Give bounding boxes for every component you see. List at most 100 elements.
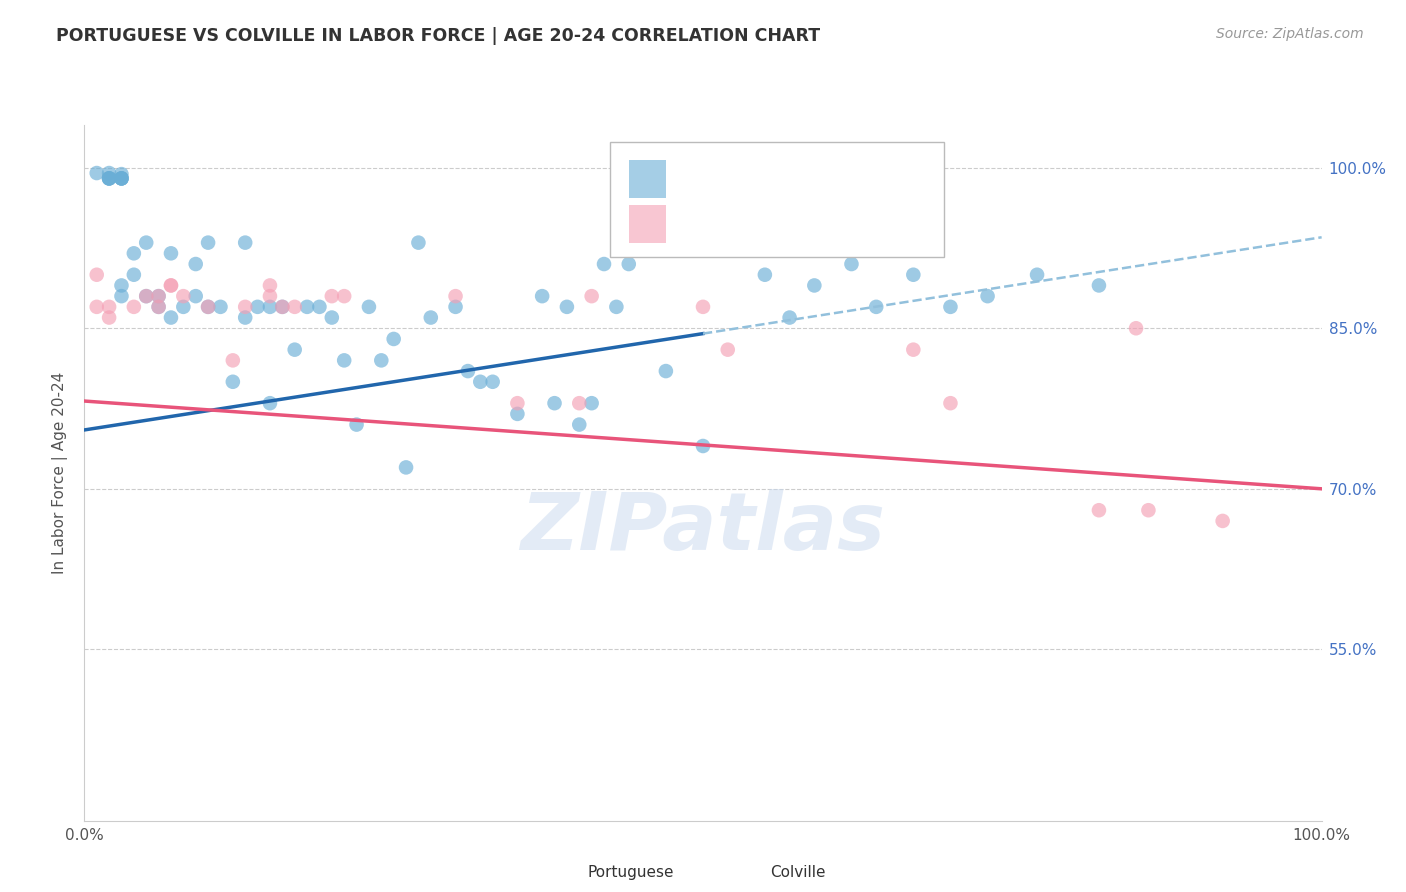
Point: [470, 375, 492, 389]
Point: [86, 300, 108, 314]
Point: [259, 396, 281, 410]
Point: [98, 171, 121, 186]
Point: [98, 300, 121, 314]
Text: ZIPatlas: ZIPatlas: [520, 490, 886, 567]
Point: [1212, 514, 1234, 528]
Point: [605, 300, 627, 314]
Point: [233, 235, 256, 250]
Point: [506, 407, 529, 421]
Point: [444, 300, 467, 314]
Point: [197, 300, 219, 314]
Point: [160, 278, 183, 293]
Point: [841, 257, 863, 271]
Point: [148, 300, 170, 314]
Point: [209, 300, 232, 314]
Point: [110, 278, 132, 293]
FancyBboxPatch shape: [628, 205, 666, 244]
Point: [110, 171, 132, 186]
Point: [98, 171, 121, 186]
Point: [98, 166, 121, 180]
Point: [86, 268, 108, 282]
Point: [98, 171, 121, 186]
Point: [172, 289, 194, 303]
Point: [135, 289, 157, 303]
Point: [481, 375, 503, 389]
Y-axis label: In Labor Force | Age 20-24: In Labor Force | Age 20-24: [52, 372, 69, 574]
Point: [1125, 321, 1147, 335]
Point: [259, 278, 281, 293]
Point: [172, 300, 194, 314]
Point: [246, 300, 269, 314]
Point: [1088, 278, 1111, 293]
Point: [98, 310, 121, 325]
Point: [271, 300, 294, 314]
Point: [259, 300, 281, 314]
Point: [333, 353, 356, 368]
Point: [148, 289, 170, 303]
Point: [581, 289, 603, 303]
Point: [346, 417, 368, 432]
Point: [581, 396, 603, 410]
Point: [939, 300, 962, 314]
Point: [568, 417, 591, 432]
Point: [655, 364, 678, 378]
Text: Portuguese: Portuguese: [588, 865, 675, 880]
Point: [110, 171, 132, 186]
Point: [506, 396, 529, 410]
Point: [284, 343, 307, 357]
Point: [110, 171, 132, 186]
Point: [939, 396, 962, 410]
Point: [444, 289, 467, 303]
Point: [1137, 503, 1160, 517]
Point: [122, 268, 145, 282]
Point: [284, 300, 307, 314]
Text: R = 0.280   N = 71: R = 0.280 N = 71: [678, 170, 848, 188]
Point: [976, 289, 998, 303]
Point: [197, 235, 219, 250]
Point: [135, 289, 157, 303]
FancyBboxPatch shape: [610, 142, 945, 257]
Point: [903, 268, 925, 282]
Point: [754, 268, 776, 282]
Point: [98, 171, 121, 186]
Point: [1088, 503, 1111, 517]
Point: [321, 310, 343, 325]
Point: [321, 289, 343, 303]
Point: [148, 289, 170, 303]
Point: [692, 300, 714, 314]
Point: [555, 300, 578, 314]
Point: [160, 246, 183, 260]
FancyBboxPatch shape: [730, 859, 761, 887]
Point: [222, 353, 245, 368]
Point: [333, 289, 356, 303]
Point: [779, 310, 801, 325]
Point: [148, 300, 170, 314]
Point: [568, 396, 591, 410]
Point: [382, 332, 405, 346]
Point: [259, 289, 281, 303]
Point: [86, 166, 108, 180]
Point: [531, 289, 554, 303]
Point: [865, 300, 887, 314]
Point: [110, 171, 132, 186]
FancyBboxPatch shape: [628, 160, 666, 198]
Point: [692, 439, 714, 453]
Point: [543, 396, 565, 410]
Point: [803, 278, 825, 293]
Point: [233, 300, 256, 314]
Point: [395, 460, 418, 475]
Point: [110, 289, 132, 303]
Text: Source: ZipAtlas.com: Source: ZipAtlas.com: [1216, 27, 1364, 41]
Point: [357, 300, 380, 314]
Point: [1026, 268, 1049, 282]
Point: [197, 300, 219, 314]
Point: [593, 257, 616, 271]
FancyBboxPatch shape: [548, 859, 579, 887]
Point: [308, 300, 330, 314]
Point: [419, 310, 441, 325]
Point: [295, 300, 318, 314]
Point: [184, 257, 207, 271]
Point: [457, 364, 479, 378]
Point: [135, 235, 157, 250]
Point: [370, 353, 392, 368]
